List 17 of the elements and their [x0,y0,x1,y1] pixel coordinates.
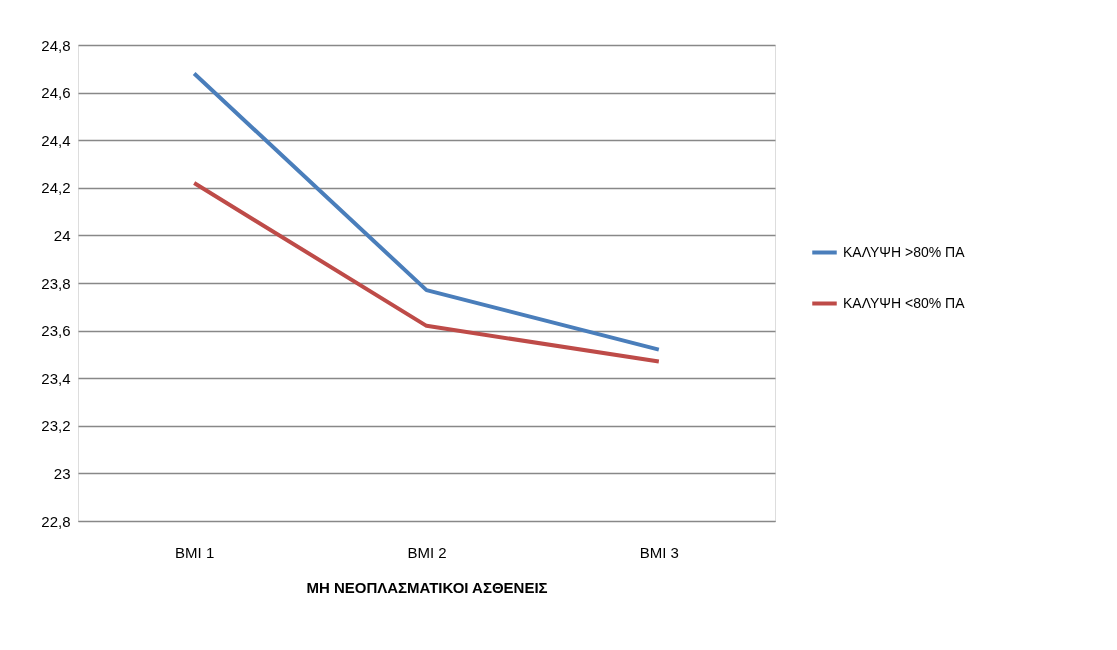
x-axis-title: ΜΗ ΝΕΟΠΛΑΣΜΑΤΙΚΟΙ ΑΣΘΕΝΕΙΣ [306,578,548,596]
y-tick-label: 23,4 [41,369,71,387]
y-tick-label: 24,8 [41,36,71,54]
y-tick-label: 24,6 [41,84,71,102]
legend-label: ΚΑΛΥΨΗ >80% ΠΑ [843,243,966,260]
y-tick-label: 24,4 [41,131,71,149]
y-tick-label: 24,2 [41,179,71,197]
y-tick-label: 24 [53,226,71,244]
y-tick-label: 22,8 [41,512,71,530]
legend-label: ΚΑΛΥΨΗ <80% ΠΑ [843,294,966,311]
y-tick-label: 23,6 [41,322,71,340]
y-tick-label: 23,2 [41,417,71,435]
y-tick-label: 23,8 [41,274,71,292]
y-tick-label: 23 [53,464,71,482]
x-tick-label: BMI 2 [407,543,447,561]
x-tick-label: BMI 3 [639,543,679,561]
x-tick-label: BMI 1 [175,543,215,561]
